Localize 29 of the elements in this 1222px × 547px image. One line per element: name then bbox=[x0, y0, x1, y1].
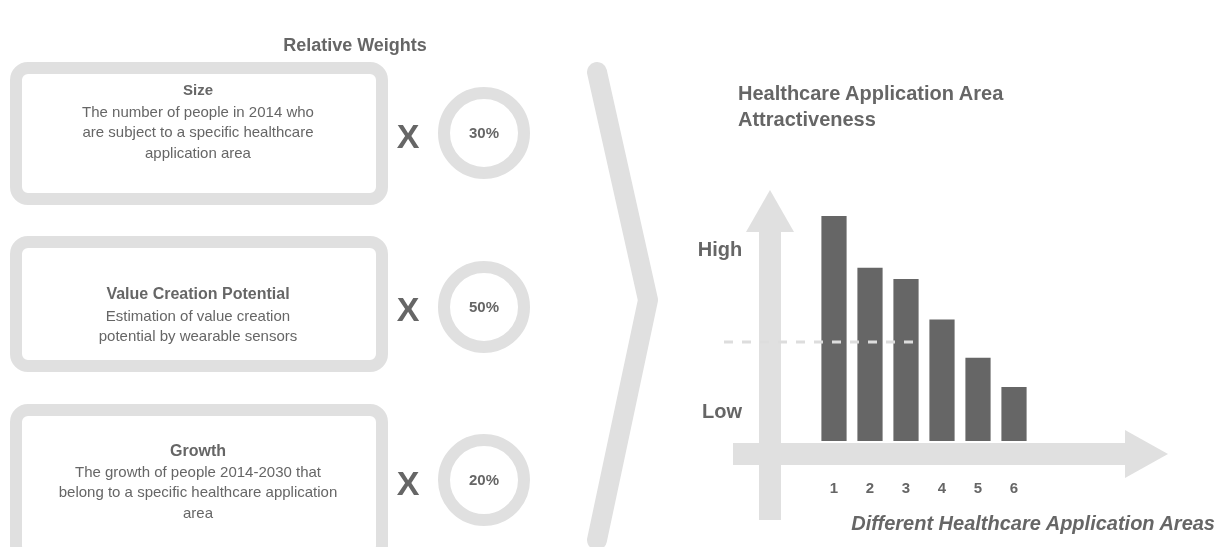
text: Value Creation Potential bbox=[105, 284, 291, 304]
chart-title: Healthcare Application Area Attractiveness bbox=[738, 81, 1005, 132]
text: Low bbox=[701, 398, 743, 424]
text: Size bbox=[182, 80, 214, 100]
bar bbox=[1001, 387, 1027, 441]
text: Growth bbox=[169, 441, 227, 461]
text: 50% bbox=[468, 297, 500, 317]
x-axis-title: Different Healthcare Application Areas bbox=[850, 512, 1215, 535]
text: 30% bbox=[468, 123, 500, 143]
text: 20% bbox=[468, 470, 500, 490]
x-tick-label: 1 bbox=[829, 479, 839, 496]
text: Relative Weights bbox=[282, 34, 428, 57]
x-tick-label: 3 bbox=[901, 479, 911, 496]
text: High bbox=[696, 236, 744, 262]
text: X bbox=[395, 463, 421, 504]
text: X bbox=[395, 116, 421, 157]
x-tick-label: 5 bbox=[973, 479, 983, 496]
x-tick-label: 4 bbox=[937, 479, 947, 496]
bar bbox=[893, 279, 919, 441]
x-tick-label: 6 bbox=[1009, 479, 1019, 496]
bar bbox=[929, 319, 955, 441]
bar bbox=[965, 357, 991, 441]
text: The number of people in 2014 who are subject to a specific healthcare application area bbox=[81, 102, 315, 163]
text: Estimation of value creation potential by wearable sensors bbox=[97, 306, 299, 347]
text: X bbox=[395, 289, 421, 330]
text: The growth of people 2014-2030 that belong to a specific healthcare application area bbox=[57, 462, 339, 523]
bar bbox=[821, 216, 847, 441]
bar bbox=[857, 267, 883, 441]
x-tick-label: 2 bbox=[865, 479, 875, 496]
